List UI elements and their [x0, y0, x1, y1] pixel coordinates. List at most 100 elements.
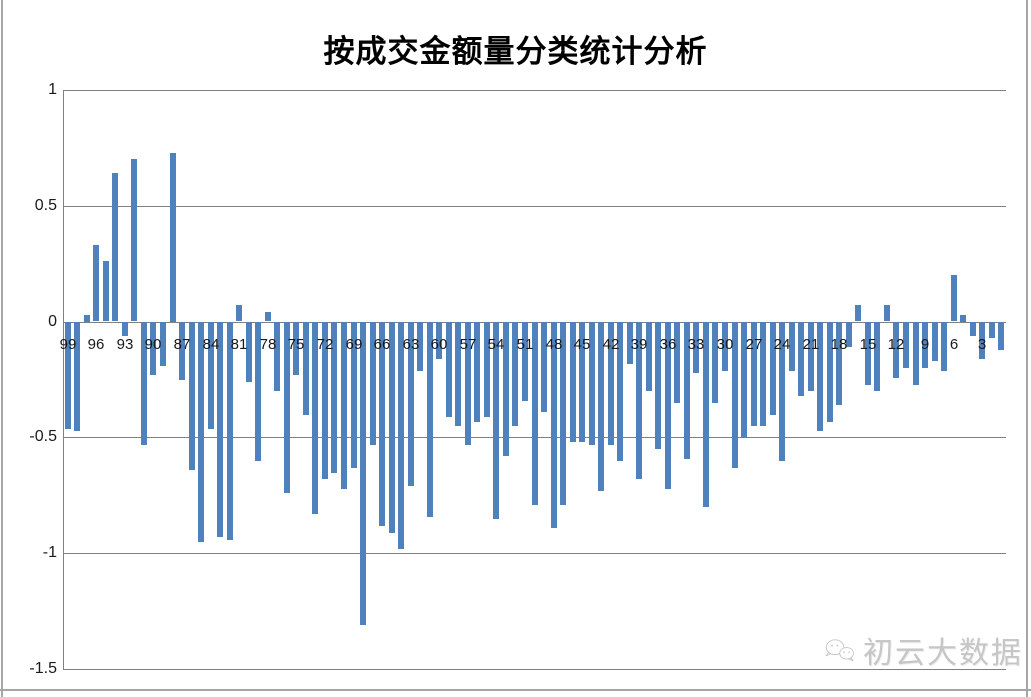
bar-category-70 — [341, 322, 347, 489]
bar-category-28 — [741, 322, 747, 438]
x-tick-label-78: 78 — [259, 336, 277, 353]
bar-category-36 — [665, 322, 671, 489]
bar-category-55 — [484, 322, 490, 417]
bar-category-52 — [512, 322, 518, 426]
x-tick-label-36: 36 — [659, 336, 677, 353]
bar-category-29 — [732, 322, 738, 468]
bar-category-76 — [284, 322, 290, 493]
bar-category-8 — [932, 322, 938, 361]
bar-category-48 — [551, 322, 557, 528]
bar-category-87 — [179, 322, 185, 380]
bar-category-72 — [322, 322, 328, 479]
bar-category-92 — [131, 159, 137, 321]
x-tick-label-51: 51 — [516, 336, 534, 353]
bar-category-64 — [398, 322, 404, 549]
bar-category-82 — [227, 322, 233, 540]
bar-category-23 — [789, 322, 795, 371]
x-tick-label-90: 90 — [144, 336, 162, 353]
bar-category-90 — [150, 322, 156, 375]
x-tick-label-69: 69 — [345, 336, 363, 353]
y-tick-label: -1 — [42, 544, 57, 561]
x-tick-label-39: 39 — [630, 336, 648, 353]
bar-category-84 — [208, 322, 214, 429]
bar-category-46 — [570, 322, 576, 442]
bar-category-71 — [331, 322, 337, 473]
bar-category-99 — [65, 322, 71, 429]
bar-category-26 — [760, 322, 766, 426]
bar-category-1 — [998, 322, 1004, 350]
x-tick-label-93: 93 — [116, 336, 134, 353]
x-tick-label-57: 57 — [459, 336, 477, 353]
bar-category-75 — [293, 322, 299, 375]
bar-category-14 — [874, 322, 880, 391]
bar-category-67 — [370, 322, 376, 445]
x-tick-label-18: 18 — [830, 336, 848, 353]
bar-category-30 — [722, 322, 728, 371]
bar-category-77 — [274, 322, 280, 391]
x-tick-label-63: 63 — [402, 336, 420, 353]
bar-category-68 — [360, 322, 366, 625]
bar-category-89 — [160, 322, 166, 366]
y-axis-line — [63, 90, 64, 669]
bar-category-32 — [703, 322, 709, 507]
bar-category-17 — [846, 322, 852, 347]
bar-category-81 — [236, 305, 242, 321]
frame-border-right — [1026, 0, 1028, 697]
x-tick-label-21: 21 — [802, 336, 820, 353]
bar-category-3 — [979, 322, 985, 359]
bar-category-15 — [865, 322, 871, 385]
gridline-y-0.5 — [63, 206, 1006, 207]
bar-category-98 — [74, 322, 80, 431]
bar-category-13 — [884, 305, 890, 321]
bar-category-24 — [779, 322, 785, 461]
x-tick-label-15: 15 — [859, 336, 877, 353]
bar-category-37 — [655, 322, 661, 449]
bar-category-74 — [303, 322, 309, 415]
bar-category-12 — [893, 322, 899, 378]
x-tick-label-72: 72 — [316, 336, 334, 353]
bar-category-54 — [493, 322, 499, 519]
bar-category-41 — [617, 322, 623, 461]
x-tick-label-99: 99 — [59, 336, 77, 353]
bar-category-27 — [751, 322, 757, 426]
gridline-y--1 — [63, 553, 1006, 554]
bar-category-16 — [855, 305, 861, 321]
bar-category-38 — [646, 322, 652, 391]
bar-category-49 — [541, 322, 547, 412]
bar-category-7 — [941, 322, 947, 371]
x-tick-label-66: 66 — [373, 336, 391, 353]
chart-title: 按成交金额量分类统计分析 — [323, 34, 708, 69]
frame-border-left — [1, 0, 3, 697]
bar-category-73 — [312, 322, 318, 514]
y-tick-label: 0 — [48, 313, 57, 330]
bar-category-60 — [436, 322, 442, 359]
bar-category-6 — [951, 275, 957, 321]
bar-category-97 — [84, 315, 90, 322]
x-tick-label-60: 60 — [430, 336, 448, 353]
bar-category-85 — [198, 322, 204, 542]
bar-category-91 — [141, 322, 147, 445]
bar-category-10 — [913, 322, 919, 385]
bar-category-9 — [922, 322, 928, 368]
x-tick-label-3: 3 — [977, 336, 987, 353]
bar-category-62 — [417, 322, 423, 371]
bar-category-43 — [598, 322, 604, 491]
x-tick-label-9: 9 — [920, 336, 930, 353]
bar-category-86 — [189, 322, 195, 470]
bar-category-88 — [170, 153, 176, 322]
x-tick-label-96: 96 — [87, 336, 105, 353]
bar-category-79 — [255, 322, 261, 461]
bar-category-59 — [446, 322, 452, 417]
bar-category-35 — [674, 322, 680, 403]
bar-category-4 — [970, 322, 976, 336]
gridline-y--1.5 — [63, 669, 1006, 670]
bar-category-57 — [465, 322, 471, 445]
x-tick-label-81: 81 — [230, 336, 248, 353]
bar-category-94 — [112, 173, 118, 321]
bar-category-61 — [427, 322, 433, 517]
bar-category-50 — [532, 322, 538, 505]
bar-category-65 — [389, 322, 395, 533]
bar-category-2 — [989, 322, 995, 338]
x-tick-label-33: 33 — [687, 336, 705, 353]
